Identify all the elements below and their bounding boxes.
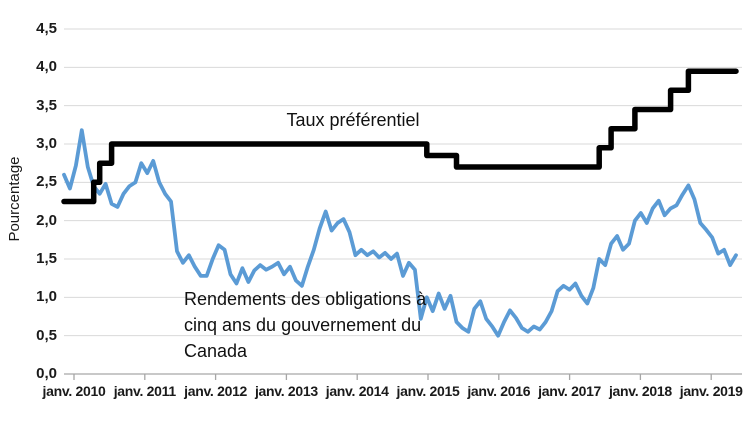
bond-yield-annotation: Rendements des obligations à cinq ans du…	[184, 289, 427, 361]
y-tick-label: 0,5	[36, 326, 57, 344]
x-tick-label: janv. 2013	[254, 383, 318, 399]
x-tick-label: janv. 2014	[325, 383, 389, 399]
x-tick-label: janv. 2015	[396, 383, 460, 399]
y-tick-label: 4,0	[36, 58, 57, 76]
y-tick-label: 4,5	[36, 20, 57, 37]
x-tick-label: janv. 2017	[538, 383, 602, 399]
y-tick-label: 1,5	[36, 250, 57, 267]
y-tick-label: 2,0	[36, 211, 57, 229]
y-tick-label: 2,5	[36, 173, 57, 191]
x-tick-label: janv. 2016	[467, 383, 531, 399]
x-tick-label: janv. 2012	[184, 383, 248, 399]
y-tick-label: 3,0	[36, 135, 57, 152]
prime-rate-annotation: Taux préférentiel	[286, 110, 420, 130]
y-tick-label: 1,0	[36, 288, 57, 306]
x-tick-label: janv. 2011	[113, 383, 176, 399]
y-tick-label: 0,0	[36, 365, 57, 382]
bond-yield-line	[62, 128, 738, 338]
x-tick-label: janv. 2018	[608, 383, 672, 399]
prime-rate-line	[61, 68, 739, 205]
x-tick-label: janv. 2010	[42, 383, 106, 399]
x-tick-label: janv. 2019	[679, 383, 743, 399]
y-tick-label: 3,5	[36, 96, 57, 114]
